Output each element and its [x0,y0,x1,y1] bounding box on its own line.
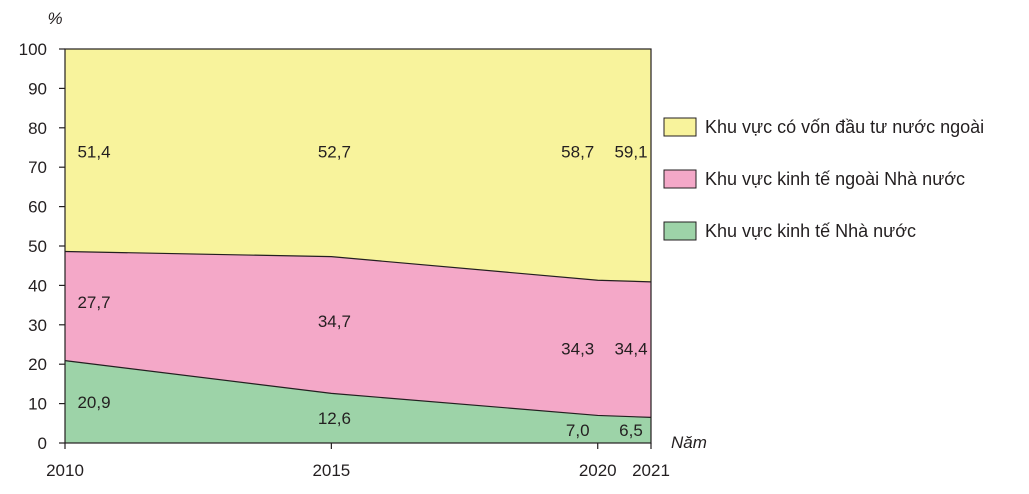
data-label-series-0: 12,6 [318,409,351,428]
x-tick-label: 2010 [46,461,84,480]
area-boundary-line-0 [64,360,652,418]
x-tick-label: 2015 [312,461,350,480]
legend: Khu vực có vốn đầu tư nước ngoài Khu vực … [663,117,984,241]
area-series-0 [65,360,651,443]
y-tick-label: 70 [28,158,47,177]
data-label-series-1: 34,4 [614,339,647,358]
area-boundary-line-1 [64,250,652,283]
x-tick-label: 2021 [632,461,670,480]
legend-swatch [663,169,697,189]
legend-label: Khu vực có vốn đầu tư nước ngoài [705,117,984,137]
area-series-2 [65,49,651,282]
data-label-series-0: 20,9 [77,393,110,412]
y-axis-unit: % [47,9,62,28]
x-tick-label: 2020 [579,461,617,480]
y-tick-label: 40 [28,276,47,295]
area-layer [64,49,652,443]
data-label-series-1: 27,7 [77,293,110,312]
data-label-series-0: 7,0 [566,421,590,440]
data-label-series-2: 59,1 [614,142,647,161]
y-tick-label: 20 [28,355,47,374]
data-label-layer: 20,9 12,6 7,0 6,5 27,7 34,7 34,3 34,4 51,4 52,7 58… [77,142,647,440]
legend-swatch [663,221,697,241]
area-series-1 [65,251,651,418]
y-tick-label: 30 [28,316,47,335]
data-label-series-2: 52,7 [318,142,351,161]
y-tick-label: 60 [28,198,47,217]
y-tick-label: 0 [38,434,47,453]
legend-swatch [663,117,697,137]
data-label-series-2: 58,7 [561,142,594,161]
y-tick-label: 100 [19,40,47,59]
y-tick-label: 90 [28,79,47,98]
y-tick-label: 80 [28,119,47,138]
data-label-series-2: 51,4 [77,142,110,161]
legend-label: Khu vực kinh tế Nhà nước [705,221,916,241]
data-label-series-0: 6,5 [619,421,643,440]
data-label-series-1: 34,3 [561,339,594,358]
data-label-series-1: 34,7 [318,312,351,331]
axes-layer: 0 10 20 30 40 50 60 70 80 90 100 2010 2015 2020 2021% N… [19,9,707,480]
y-tick-label: 50 [28,237,47,256]
y-tick-label: 10 [28,395,47,414]
x-axis-unit: Năm [671,433,707,452]
legend-label: Khu vực kinh tế ngoài Nhà nước [705,169,965,189]
